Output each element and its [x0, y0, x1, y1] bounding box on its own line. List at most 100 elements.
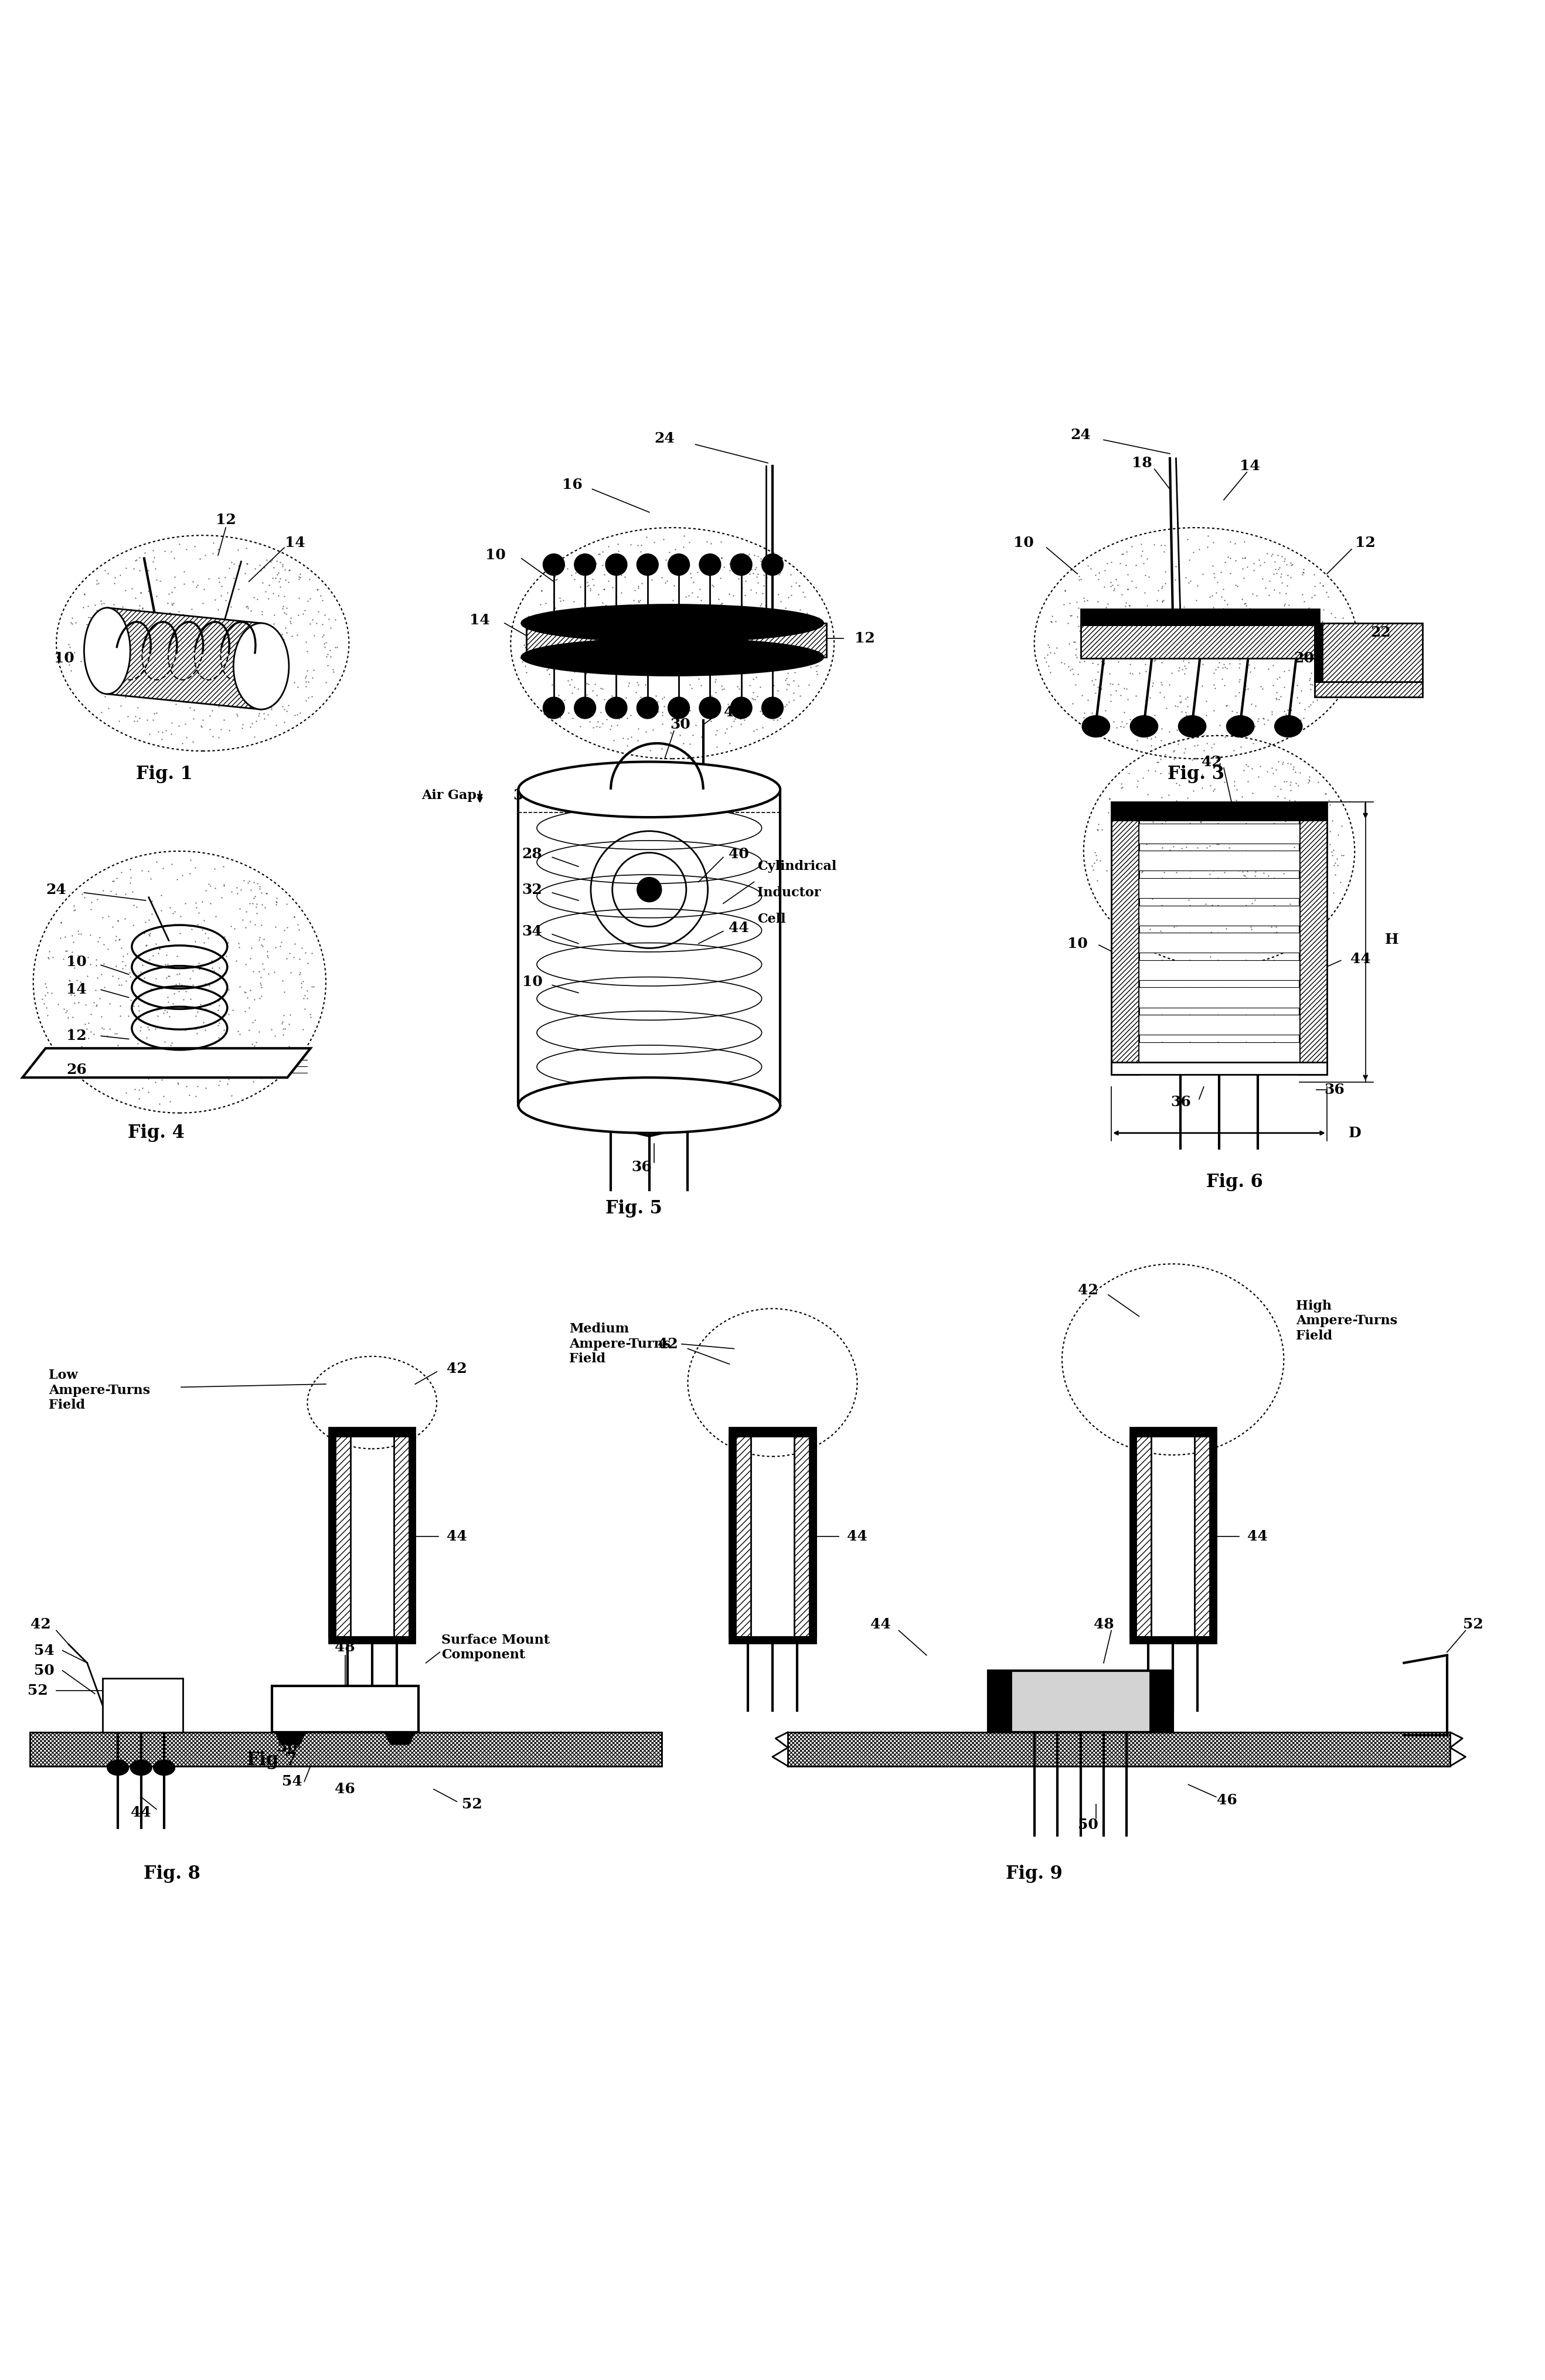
Point — [1134, 862, 1159, 900]
Point — [1316, 781, 1341, 819]
Point — [1228, 785, 1253, 823]
Point — [1148, 664, 1173, 702]
Point — [1162, 740, 1187, 778]
Point — [1324, 638, 1349, 676]
Point — [1326, 607, 1350, 645]
Point — [1318, 826, 1343, 864]
Point — [1302, 878, 1327, 916]
Point — [82, 983, 107, 1021]
Point — [1222, 766, 1247, 804]
Point — [159, 845, 184, 883]
Point — [1256, 857, 1281, 895]
Point — [593, 588, 618, 626]
Point — [79, 995, 104, 1033]
Point — [533, 647, 558, 685]
Point — [1213, 581, 1238, 619]
Point — [620, 609, 644, 647]
Point — [1146, 743, 1171, 781]
Point — [99, 873, 124, 912]
Point — [270, 1016, 295, 1054]
Point — [629, 631, 654, 669]
Point — [1143, 609, 1168, 647]
Point — [596, 528, 621, 566]
Point — [90, 1028, 114, 1066]
Point — [1270, 745, 1295, 783]
Point — [751, 574, 776, 612]
Point — [56, 997, 80, 1035]
Point — [596, 562, 621, 600]
Point — [1284, 816, 1309, 854]
Point — [805, 654, 830, 693]
Point — [1185, 624, 1210, 662]
Point — [1148, 795, 1173, 833]
Point — [272, 628, 297, 666]
Point — [1109, 576, 1134, 614]
Text: Low
Ampere-Turns
Field: Low Ampere-Turns Field — [48, 1368, 150, 1411]
Point — [751, 590, 776, 628]
Bar — [794, 1438, 816, 1637]
Point — [1241, 552, 1265, 590]
Point — [167, 593, 192, 631]
Point — [788, 590, 813, 628]
Point — [777, 683, 802, 721]
Point — [575, 566, 599, 605]
Point — [1052, 585, 1077, 624]
Point — [244, 702, 269, 740]
Point — [1248, 545, 1273, 583]
Point — [60, 605, 85, 643]
Point — [1100, 854, 1125, 892]
Point — [1270, 902, 1295, 940]
Point — [1177, 633, 1202, 671]
Point — [1233, 671, 1258, 709]
Point — [626, 583, 650, 621]
Point — [255, 540, 280, 578]
Point — [586, 576, 610, 614]
Point — [260, 664, 284, 702]
Point — [100, 609, 125, 647]
Bar — [1315, 624, 1423, 681]
Point — [1330, 628, 1355, 666]
Point — [590, 669, 615, 707]
Point — [695, 612, 720, 650]
Point — [694, 524, 718, 562]
Point — [650, 631, 675, 669]
Point — [212, 1011, 236, 1050]
Point — [1272, 540, 1296, 578]
Point — [1267, 640, 1292, 678]
Point — [562, 652, 587, 690]
Point — [681, 564, 706, 602]
Ellipse shape — [1131, 716, 1157, 738]
Point — [32, 976, 57, 1014]
Point — [1230, 778, 1255, 816]
Point — [1132, 700, 1157, 738]
Point — [610, 540, 635, 578]
Point — [649, 731, 674, 769]
Point — [1306, 674, 1330, 712]
Text: 48: 48 — [335, 1640, 355, 1654]
Point — [117, 957, 142, 995]
Point — [1205, 921, 1230, 959]
Text: 36: 36 — [1171, 1095, 1191, 1109]
Point — [267, 674, 292, 712]
Point — [647, 619, 672, 657]
Point — [1276, 585, 1301, 624]
Point — [618, 526, 643, 564]
Point — [294, 659, 318, 697]
Point — [264, 543, 289, 581]
Point — [1210, 738, 1234, 776]
Point — [159, 704, 184, 743]
Point — [1173, 559, 1197, 597]
Point — [249, 966, 273, 1004]
Point — [108, 997, 133, 1035]
Point — [1190, 645, 1214, 683]
Point — [1143, 752, 1168, 790]
Point — [1129, 619, 1154, 657]
Point — [1058, 650, 1083, 688]
Point — [252, 695, 277, 733]
Point — [1204, 835, 1228, 873]
Point — [125, 1026, 150, 1064]
Point — [796, 595, 820, 633]
Point — [107, 921, 131, 959]
Point — [153, 609, 178, 647]
Point — [1207, 826, 1231, 864]
